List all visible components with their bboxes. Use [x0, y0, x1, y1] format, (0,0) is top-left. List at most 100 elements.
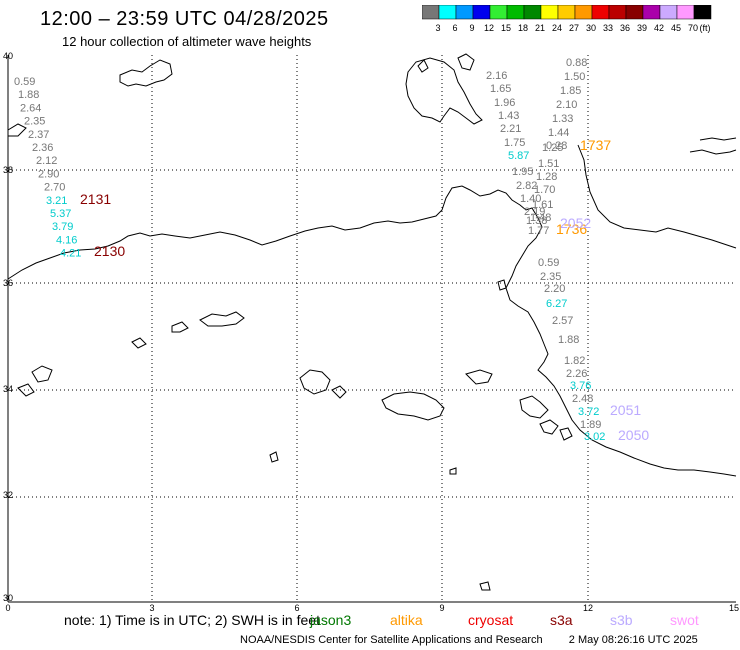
swh-value: 4.21 — [60, 248, 81, 260]
swh-value: 2.35 — [540, 271, 561, 283]
x-axis-label: 12 — [583, 603, 593, 613]
y-axis-label: 32 — [3, 490, 13, 500]
swh-value: 2.70 — [44, 182, 65, 194]
swh-value: 1.50 — [564, 71, 585, 83]
swh-value: 2.12 — [36, 155, 57, 167]
colorbar-label: 70 — [688, 23, 698, 33]
swh-value: 1.44 — [548, 127, 569, 139]
swh-value: 2.10 — [556, 99, 577, 111]
y-axis-label: 38 — [3, 165, 13, 175]
swh-value: 1.95 — [512, 166, 533, 178]
swh-value: 1.77 — [528, 225, 549, 237]
swh-value: 1.40 — [520, 193, 541, 205]
swh-value: 1.38 — [526, 215, 547, 227]
colorbar-label: 27 — [569, 23, 579, 33]
map-subtitle: 12 hour collection of altimeter wave hei… — [62, 34, 312, 49]
swh-value: 1.85 — [560, 85, 581, 97]
swh-value: 1.51 — [538, 158, 559, 170]
swh-value: 3.79 — [52, 221, 73, 233]
peninsula — [405, 57, 483, 125]
pass-label: 2052 — [560, 215, 591, 231]
x-axis-label: 3 — [149, 603, 154, 613]
swh-value: 2.20 — [544, 283, 565, 295]
swh-value: 1.88 — [558, 334, 579, 346]
swh-value: 1.82 — [564, 355, 585, 367]
swh-value: 1.28 — [536, 171, 557, 183]
swh-value: 3.72 — [578, 406, 599, 418]
colorbar-label: 33 — [603, 23, 613, 33]
swh-value: 1.96 — [494, 97, 515, 109]
colorbar-swatch — [693, 5, 712, 20]
satellite-legend-item: cryosat — [468, 612, 514, 628]
swh-value: 1.65 — [490, 83, 511, 95]
map-title: 12:00 – 23:59 UTC 04/28/2025 — [40, 8, 329, 30]
swh-value: 2.37 — [28, 129, 49, 141]
colorbar-label: 18 — [518, 23, 528, 33]
swh-value: 2.64 — [20, 102, 41, 114]
swh-value: 2.82 — [516, 180, 537, 192]
island-west — [119, 59, 173, 87]
swh-value: 2.26 — [566, 368, 587, 380]
x-axis-label: 6 — [294, 603, 299, 613]
satellite-legend-item: swot — [670, 612, 699, 628]
credit-timestamp: 2 May 08:26:16 UTC 2025 — [568, 634, 698, 646]
swh-value: 2.90 — [38, 168, 59, 180]
swh-value: 0.88 — [566, 57, 587, 69]
swh-value: 1.48 — [530, 212, 551, 224]
swh-value: 5.37 — [50, 208, 71, 220]
wave-height-colorbar: 3 6 9 12 15 18 21 24 27 30 33 36 39 42 45 70 (ft) — [422, 5, 712, 33]
swh-value: 5.87 — [508, 150, 529, 162]
colorbar-label: 6 — [452, 23, 457, 33]
colorbar-label: 3 — [435, 23, 440, 33]
x-axis-label: 0 — [5, 603, 10, 613]
swh-value: 1.61 — [532, 199, 553, 211]
y-axis-label: 40 — [3, 51, 13, 61]
footer-credit: NOAA/NESDIS Center for Satellite Applica… — [240, 634, 698, 646]
pass-label: 2130 — [94, 243, 125, 259]
swh-value: 0.59 — [14, 76, 35, 88]
colorbar-label: 30 — [586, 23, 596, 33]
levant-coast — [577, 144, 737, 249]
x-axis-label: 9 — [439, 603, 444, 613]
satellite-legend-item: jason3 — [310, 612, 352, 628]
x-axis-label: 15 — [729, 603, 739, 613]
wave-height-observations: 0.591.882.642.352.372.362.122.902.703.21… — [14, 57, 649, 443]
colorbar-label: 24 — [552, 23, 562, 33]
colorbar-label: 36 — [620, 23, 630, 33]
swh-value: 3.21 — [46, 195, 67, 207]
coastlines — [7, 53, 737, 591]
colorbar-label: 12 — [484, 23, 494, 33]
swh-value: 0.59 — [538, 257, 559, 269]
swh-value: 2.19 — [524, 206, 545, 218]
north-africa-coast — [7, 185, 737, 477]
swh-value: 2.35 — [24, 116, 45, 128]
pass-label: 2131 — [80, 191, 111, 207]
pass-label: 1737 — [580, 137, 611, 153]
satellite-legend-item: s3a — [550, 612, 573, 628]
swh-value: 6.27 — [546, 298, 567, 310]
swh-value: 1.43 — [498, 110, 519, 122]
swh-value: 1.75 — [504, 137, 525, 149]
colorbar-label: 21 — [535, 23, 545, 33]
swh-value: 0.28 — [546, 140, 567, 152]
island-crete — [381, 391, 445, 421]
swh-value: 2.16 — [486, 70, 507, 82]
colorbar-unit: (ft) — [700, 23, 711, 33]
swh-value: 1.89 — [580, 419, 601, 431]
pass-label: 2051 — [610, 402, 641, 418]
colorbar-label: 45 — [671, 23, 681, 33]
swh-value: 4.16 — [56, 234, 77, 246]
satellite-legend-item: s3b — [610, 612, 633, 628]
swh-value: 1.25 — [542, 142, 563, 154]
footer-note: note: 1) Time is in UTC; 2) SWH is in fe… — [64, 612, 320, 628]
anatolia-coast — [699, 137, 737, 141]
swh-value: 1.70 — [534, 184, 555, 196]
map-frame — [7, 55, 736, 603]
pass-label: 2050 — [618, 427, 649, 443]
pass-label: 1736 — [556, 221, 587, 237]
swh-value: 2.36 — [32, 142, 53, 154]
swh-value: 1.88 — [18, 89, 39, 101]
lat-lon-grid — [8, 55, 736, 602]
